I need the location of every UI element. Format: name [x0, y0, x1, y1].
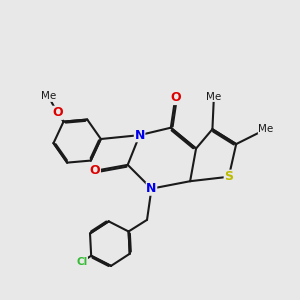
Text: Me: Me — [206, 92, 221, 101]
Text: Me: Me — [41, 92, 56, 101]
Text: O: O — [170, 92, 181, 104]
Text: Cl: Cl — [76, 257, 88, 267]
Text: Me: Me — [258, 124, 274, 134]
Text: O: O — [52, 106, 63, 119]
Text: O: O — [90, 164, 100, 177]
Text: N: N — [146, 182, 157, 195]
Text: N: N — [134, 129, 145, 142]
Text: S: S — [224, 170, 233, 183]
